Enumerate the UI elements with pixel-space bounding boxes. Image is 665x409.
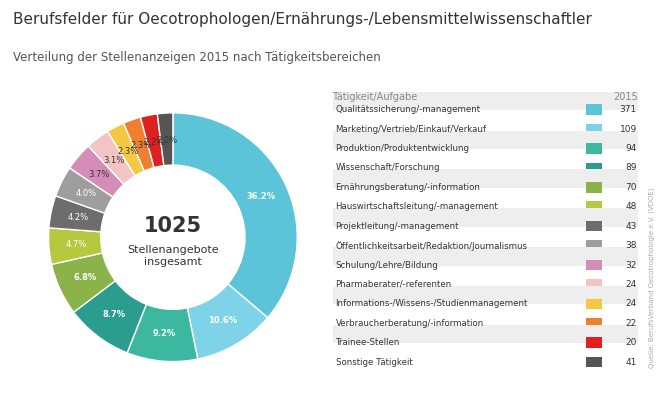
Wedge shape xyxy=(70,146,124,197)
Text: 4.7%: 4.7% xyxy=(66,240,87,249)
FancyBboxPatch shape xyxy=(587,104,602,115)
Text: 1025: 1025 xyxy=(144,216,202,236)
Text: 32: 32 xyxy=(626,261,637,270)
FancyBboxPatch shape xyxy=(332,247,638,265)
Text: 9.2%: 9.2% xyxy=(153,329,176,338)
Text: 3.1%: 3.1% xyxy=(104,155,125,164)
Text: 371: 371 xyxy=(620,105,637,114)
Text: Tätigkeit/Aufgabe: Tätigkeit/Aufgabe xyxy=(332,92,418,102)
Text: 2.3%: 2.3% xyxy=(118,147,139,156)
FancyBboxPatch shape xyxy=(332,92,638,110)
Text: Schulung/Lehre/Bildung: Schulung/Lehre/Bildung xyxy=(336,261,438,270)
Text: 3.7%: 3.7% xyxy=(88,170,110,179)
FancyBboxPatch shape xyxy=(587,337,602,348)
FancyBboxPatch shape xyxy=(332,130,638,149)
FancyBboxPatch shape xyxy=(587,201,602,212)
Text: 41: 41 xyxy=(626,357,637,366)
FancyBboxPatch shape xyxy=(587,124,602,135)
Wedge shape xyxy=(56,168,113,213)
FancyBboxPatch shape xyxy=(587,357,602,368)
Wedge shape xyxy=(52,253,115,312)
Text: Berufsfelder für Oecotrophologen/Ernährungs-/Lebensmittelwissenschaftler: Berufsfelder für Oecotrophologen/Ernähru… xyxy=(13,12,592,27)
Text: 2.0%: 2.0% xyxy=(156,136,178,145)
FancyBboxPatch shape xyxy=(587,299,602,309)
Text: 2015: 2015 xyxy=(614,92,638,102)
Text: Wissenschaft/Forschung: Wissenschaft/Forschung xyxy=(336,163,440,172)
FancyBboxPatch shape xyxy=(332,286,638,304)
FancyBboxPatch shape xyxy=(587,182,602,193)
Wedge shape xyxy=(74,281,146,353)
Wedge shape xyxy=(158,113,173,166)
Text: Hauswirtschaftsleitung/-management: Hauswirtschaftsleitung/-management xyxy=(336,202,498,211)
Text: 38: 38 xyxy=(625,241,637,250)
FancyBboxPatch shape xyxy=(587,162,602,173)
Text: 109: 109 xyxy=(620,124,637,133)
Wedge shape xyxy=(108,123,144,176)
Text: 24: 24 xyxy=(626,280,637,289)
FancyBboxPatch shape xyxy=(587,221,602,231)
Text: 8.7%: 8.7% xyxy=(102,310,126,319)
Text: 70: 70 xyxy=(625,183,637,192)
FancyBboxPatch shape xyxy=(587,260,602,270)
Wedge shape xyxy=(188,284,268,359)
Text: 24: 24 xyxy=(626,299,637,308)
Text: Verteilung der Stellenanzeigen 2015 nach Tätigkeitsbereichen: Verteilung der Stellenanzeigen 2015 nach… xyxy=(13,51,381,64)
Text: Informations-/Wissens-/Studienmanagement: Informations-/Wissens-/Studienmanagement xyxy=(336,299,528,308)
Wedge shape xyxy=(124,117,154,171)
FancyBboxPatch shape xyxy=(332,325,638,343)
Text: 22: 22 xyxy=(626,319,637,328)
Text: 4.0%: 4.0% xyxy=(76,189,97,198)
Text: 48: 48 xyxy=(626,202,637,211)
Text: 89: 89 xyxy=(625,163,637,172)
Text: Marketing/Vertrieb/Einkauf/Verkauf: Marketing/Vertrieb/Einkauf/Verkauf xyxy=(336,124,487,133)
FancyBboxPatch shape xyxy=(587,318,602,329)
Text: 20: 20 xyxy=(626,338,637,347)
Text: Trainee-Stellen: Trainee-Stellen xyxy=(336,338,400,347)
Text: Verbraucherberatung/-information: Verbraucherberatung/-information xyxy=(336,319,484,328)
Wedge shape xyxy=(173,113,297,318)
FancyBboxPatch shape xyxy=(332,208,638,227)
Text: Stellenangebote
insgesamt: Stellenangebote insgesamt xyxy=(127,245,219,267)
Text: Sonstige Tätigkeit: Sonstige Tätigkeit xyxy=(336,357,412,366)
Text: 94: 94 xyxy=(626,144,637,153)
Text: Ernährungsberatung/-information: Ernährungsberatung/-information xyxy=(336,183,480,192)
Text: Qualitätssicherung/-management: Qualitätssicherung/-management xyxy=(336,105,481,114)
Text: Öffentlichkeitsarbeit/Redaktion/Journalismus: Öffentlichkeitsarbeit/Redaktion/Journali… xyxy=(336,240,527,251)
Text: Quelle: BerufsVerband Oecotrophologie e.V. (VDOE): Quelle: BerufsVerband Oecotrophologie e.… xyxy=(648,188,655,368)
FancyBboxPatch shape xyxy=(587,279,602,290)
Text: 43: 43 xyxy=(626,222,637,231)
Text: 10.6%: 10.6% xyxy=(207,316,237,325)
Wedge shape xyxy=(49,196,105,232)
Wedge shape xyxy=(127,304,198,362)
Wedge shape xyxy=(49,228,102,264)
Wedge shape xyxy=(140,114,164,168)
Text: Pharmaberater/-referenten: Pharmaberater/-referenten xyxy=(336,280,452,289)
FancyBboxPatch shape xyxy=(587,240,602,251)
Text: 36.2%: 36.2% xyxy=(246,192,275,201)
FancyBboxPatch shape xyxy=(332,169,638,188)
Text: Projektleitung/-management: Projektleitung/-management xyxy=(336,222,459,231)
Wedge shape xyxy=(88,131,135,184)
Text: 2.2%: 2.2% xyxy=(144,137,165,146)
Text: 6.8%: 6.8% xyxy=(73,274,96,283)
Text: 2.3%: 2.3% xyxy=(130,141,152,150)
Text: 4.2%: 4.2% xyxy=(67,213,88,222)
FancyBboxPatch shape xyxy=(587,143,602,154)
Text: Produktion/Produktentwicklung: Produktion/Produktentwicklung xyxy=(336,144,469,153)
